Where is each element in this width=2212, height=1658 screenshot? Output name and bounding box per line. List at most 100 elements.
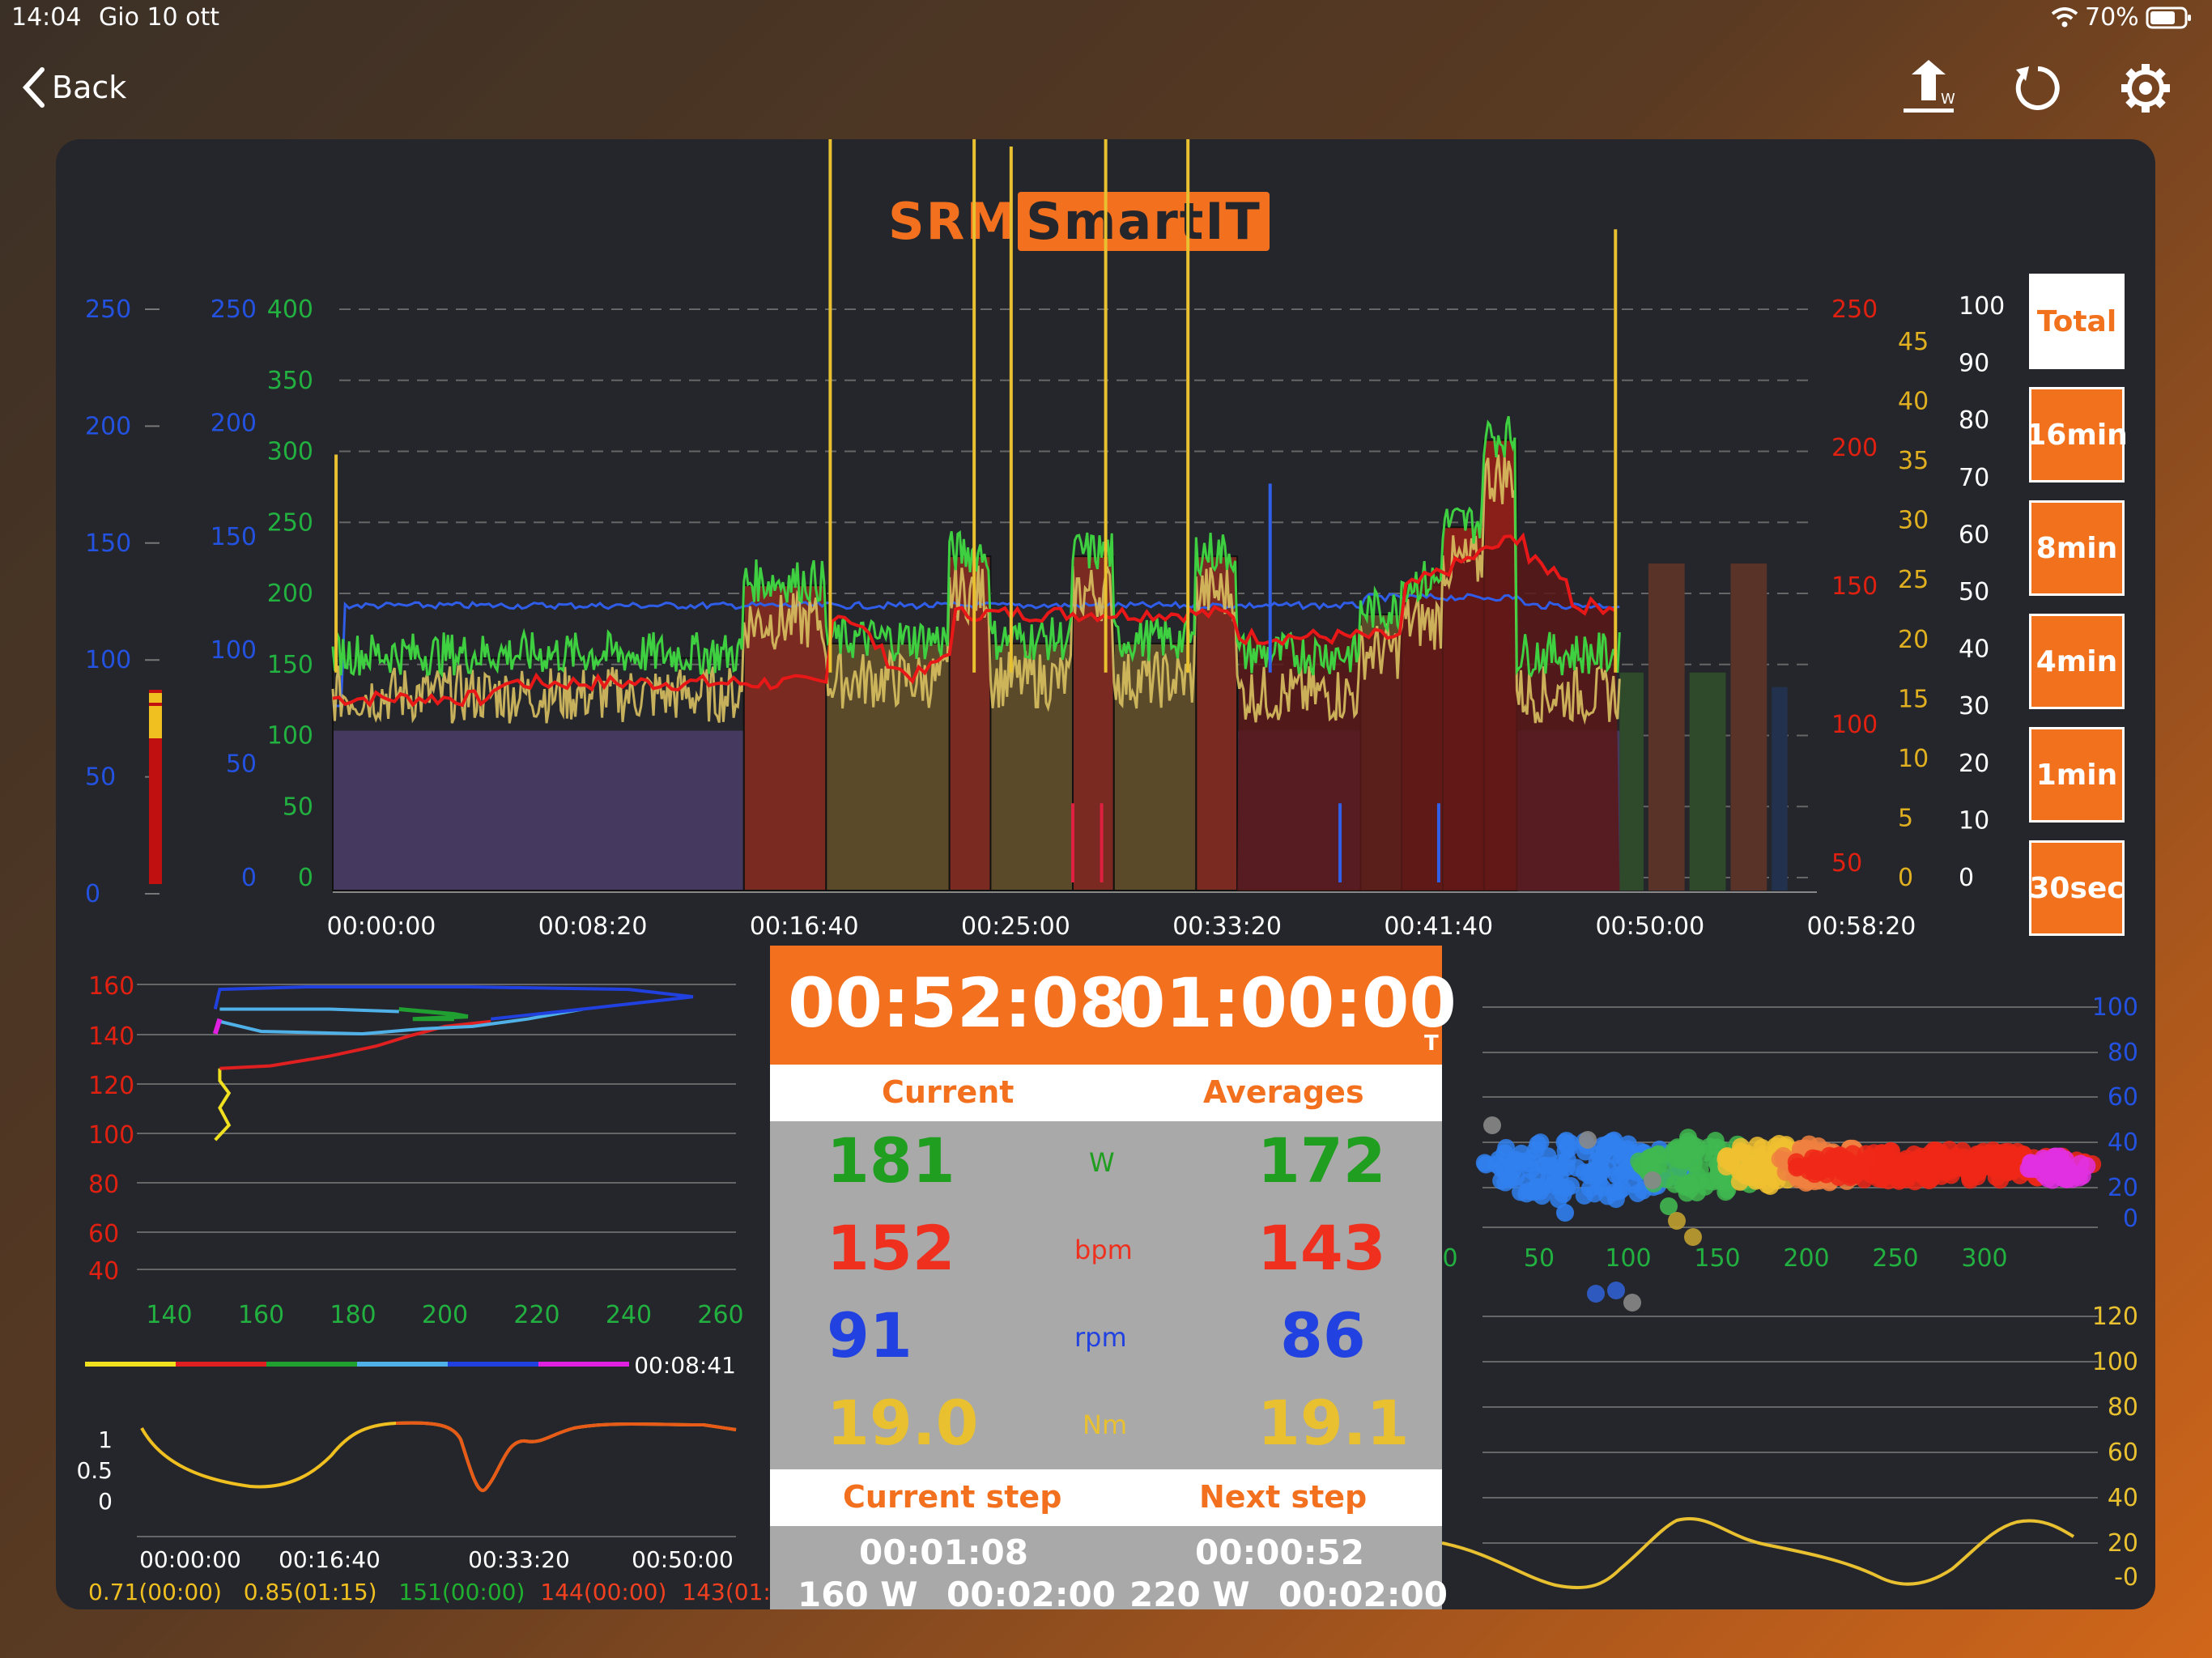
interval-button-4min[interactable]: 4min [2029, 614, 2125, 709]
interval-button-1min[interactable]: 1min [2029, 727, 2125, 823]
right-axis-3-tick: 40 [1959, 636, 1989, 664]
right-axis-2-tick: 15 [1898, 685, 1929, 713]
left-axis-3-tick: 250 [267, 508, 313, 537]
balance-x-tick: 00:00:00 [139, 1546, 241, 1573]
balance-stat: 144(00:00) [540, 1579, 666, 1605]
hr-power-trace-yellow [214, 1068, 232, 1141]
scatter-point [1730, 1172, 1749, 1191]
right-axis-1-tick: 200 [1831, 434, 1878, 462]
balance-line-yellow [140, 1421, 737, 1493]
current-nm-value: 19.0 [827, 1387, 979, 1459]
right-axis-3-tick: 20 [1959, 750, 1989, 778]
right-axis-2-tick: 25 [1898, 566, 1929, 594]
right-axis-2-tick: 0 [1898, 864, 1913, 892]
current-step-duration: 00:02:00 [946, 1575, 1116, 1609]
torque-line [331, 454, 1621, 725]
scatter-x-tick: 100 [1605, 1244, 1651, 1273]
scatter-x-tick: 50 [1524, 1244, 1555, 1273]
left-axis-3-tick: 150 [267, 651, 313, 679]
scatter-point [1533, 1187, 1551, 1205]
scatter-point [1947, 1157, 1966, 1175]
scatter-point [1897, 1150, 1916, 1168]
left-axis-1-tick: 100 [85, 646, 131, 674]
interval-button-8min[interactable]: 8min [2029, 500, 2125, 596]
hr-axis-tick: 140 [88, 1022, 134, 1051]
torque-y-tick: 20 [2108, 1529, 2138, 1558]
hr-power-chart: 160 140 120 100 80 60 40 140 160 180 200 220 240 260 0… [76, 972, 768, 1605]
right-axis-2-tick: 45 [1898, 328, 1929, 356]
current-step-watt: 160 W [798, 1575, 918, 1609]
srm-logo: SRM SmartIT [888, 192, 1270, 251]
scatter-point [1738, 1144, 1756, 1163]
refresh-icon [2015, 66, 2060, 110]
torque-line [1442, 1517, 2075, 1589]
future-step-block [1730, 563, 1767, 891]
x-axis-tick: 00:08:20 [538, 912, 648, 941]
legend-segment [538, 1362, 629, 1367]
scatter-point [1517, 1184, 1536, 1203]
scatter-x-tick: 0 [1442, 1244, 1457, 1273]
x-axis-tick: 00:33:20 [1172, 912, 1282, 941]
hr-axis-tick: 80 [88, 1171, 119, 1199]
scatter-point [1747, 1163, 1766, 1182]
back-label: Back [52, 70, 127, 105]
upload-workout-button[interactable]: W [1899, 58, 1959, 118]
left-axis-1-tick: 150 [85, 529, 131, 558]
right-axis-1-tick: 50 [1831, 849, 1862, 878]
right-axis-3-tick: 90 [1959, 350, 1989, 378]
upload-sub-label: W [1941, 91, 1955, 108]
legend-time: 00:08:41 [634, 1352, 736, 1379]
interval-button-total[interactable]: Total [2029, 274, 2125, 369]
unit-nm: Nm [1083, 1409, 1128, 1440]
current-rpm-value: 91 [827, 1299, 912, 1371]
scatter-point [1631, 1156, 1650, 1175]
interval-button-16min[interactable]: 16min [2026, 387, 2128, 483]
legend-segment [85, 1362, 176, 1367]
balance-x-tick: 00:33:20 [468, 1546, 570, 1573]
scatter-point [1575, 1186, 1593, 1205]
status-right: 70% [2051, 3, 2193, 32]
steps-header-row: Current step Next step [770, 1469, 1442, 1526]
power-axis-tick: 260 [697, 1301, 743, 1329]
scatter-point [1691, 1161, 1709, 1180]
scatter-outlier [1623, 1294, 1641, 1312]
power-axis-tick: 240 [606, 1301, 652, 1329]
upload-icon: W [1904, 60, 1955, 113]
interval-button-30sec[interactable]: 30sec [2029, 840, 2125, 936]
timer-bar: 00:52:08 01:00:00 T [770, 946, 1457, 1065]
scatter-point [2034, 1149, 2052, 1167]
scatter-point [2019, 1159, 2038, 1178]
legend-segment [357, 1362, 448, 1367]
back-button[interactable]: Back [21, 66, 126, 108]
hr-power-trace-green [398, 1007, 469, 1022]
steps-values: 00:01:08 00:00:52 160 W 00:02:00 220 W 0… [770, 1526, 1448, 1609]
torque-y-tick: -0 [2114, 1563, 2138, 1592]
left-axis-3-tick: 300 [267, 438, 313, 466]
hr-power-trace-lightblue [219, 1007, 584, 1036]
hr-power-trace-blue [213, 985, 694, 1021]
current-w-value: 181 [827, 1124, 955, 1197]
right-axis-3-tick: 70 [1959, 464, 1989, 492]
x-axis-tick: 00:41:40 [1384, 912, 1493, 941]
scatter-point [1540, 1169, 1559, 1188]
settings-button[interactable] [2116, 58, 2176, 118]
hr-axis-tick: 40 [88, 1257, 119, 1286]
power-axis-tick: 140 [146, 1301, 192, 1329]
average-bpm-value: 143 [1257, 1212, 1386, 1284]
main-workout-chart[interactable]: 2502001501005002502001501005004003503002… [56, 139, 2155, 949]
hr-axis-tick: 100 [88, 1121, 134, 1150]
hr-axis-tick: 160 [88, 972, 134, 1001]
scatter-point [1628, 1184, 1647, 1202]
next-step-remaining: 00:00:52 [1195, 1533, 1364, 1572]
right-axis-2-tick: 5 [1898, 804, 1913, 832]
reset-button[interactable] [2008, 58, 2068, 118]
scatter-point [1522, 1149, 1541, 1167]
left-axis-2-tick: 150 [211, 523, 257, 551]
left-axis-3-tick: 100 [267, 722, 313, 750]
future-step-block [1619, 672, 1644, 891]
right-axis-2-tick: 10 [1898, 745, 1929, 773]
scatter-point [2057, 1158, 2076, 1177]
metrics-panel: 00:52:08 01:00:00 T Current Averages 181… [770, 946, 1457, 1609]
scatter-point [1695, 1144, 1714, 1163]
